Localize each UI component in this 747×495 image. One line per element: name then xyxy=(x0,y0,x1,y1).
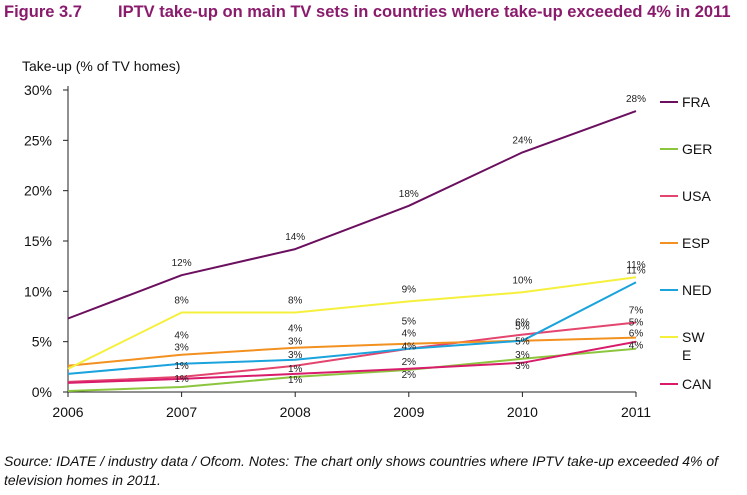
legend-label-ger: GER xyxy=(682,141,712,157)
data-label: 1% xyxy=(174,361,189,372)
data-label-swe: 8% xyxy=(288,295,303,306)
legend-label-fra: FRA xyxy=(682,94,711,110)
data-label: 3% xyxy=(174,343,189,354)
data-label-swe: 11% xyxy=(626,260,645,271)
data-label: 4% xyxy=(402,342,417,353)
data-label: 4% xyxy=(174,331,189,342)
legend-label-swe: E xyxy=(682,347,691,363)
x-tick-label: 2010 xyxy=(507,404,538,420)
y-tick-label: 30% xyxy=(24,82,52,98)
series-line-esp xyxy=(68,338,636,366)
source-note: Source: IDATE / industry data / Ofcom. N… xyxy=(4,452,744,490)
data-label: 3% xyxy=(288,337,303,348)
legend-label-can: CAN xyxy=(682,376,712,392)
data-label: 5% xyxy=(515,337,530,348)
data-label: 4% xyxy=(629,341,644,352)
data-label-swe: 10% xyxy=(512,275,532,286)
data-label: 6% xyxy=(629,329,644,340)
data-label-swe: 9% xyxy=(402,284,417,295)
data-label-fra: 18% xyxy=(399,189,419,200)
series-line-ned xyxy=(68,282,636,374)
data-label: 2% xyxy=(402,370,417,381)
data-label: 4% xyxy=(288,324,303,335)
data-label: 2% xyxy=(402,357,417,368)
data-label: 3% xyxy=(515,350,530,361)
x-tick-label: 2006 xyxy=(52,404,83,420)
y-tick-label: 15% xyxy=(24,233,52,249)
data-label: 3% xyxy=(288,350,303,361)
legend-label-usa: USA xyxy=(682,188,711,204)
x-tick-label: 2011 xyxy=(621,404,651,420)
y-tick-label: 10% xyxy=(24,283,52,299)
x-tick-label: 2009 xyxy=(393,404,424,420)
series-line-fra xyxy=(68,111,636,318)
data-label-fra: 14% xyxy=(285,232,305,243)
data-label: 5% xyxy=(629,318,644,329)
data-label-swe: 8% xyxy=(174,295,189,306)
data-label-fra: 28% xyxy=(626,94,646,105)
line-chart: 0% 5% 10% 15% 20% 25% 30% 2006 2007 2008 2009 2010 2… xyxy=(0,0,747,450)
y-tick-label: 25% xyxy=(24,132,52,148)
data-label: 4% xyxy=(402,329,417,340)
data-label-usa: 7% xyxy=(629,306,644,317)
data-label: 1% xyxy=(288,375,303,386)
data-label: 3% xyxy=(515,361,530,372)
x-tick-label: 2008 xyxy=(280,404,311,420)
y-tick-label: 20% xyxy=(24,183,52,199)
data-label-fra: 24% xyxy=(512,135,532,146)
data-label: 5% xyxy=(402,317,417,328)
data-label: 1% xyxy=(288,364,303,375)
legend-label-swe: SW xyxy=(682,329,705,345)
y-tick-label: 5% xyxy=(32,334,52,350)
series-line-can xyxy=(68,342,636,383)
x-tick-label: 2007 xyxy=(166,404,197,420)
data-label: 1% xyxy=(174,374,189,385)
legend-label-esp: ESP xyxy=(682,235,710,251)
legend-label-ned: NED xyxy=(682,282,712,298)
data-label: 5% xyxy=(515,322,530,333)
data-label-fra: 12% xyxy=(172,258,192,269)
y-tick-label: 0% xyxy=(32,384,52,400)
